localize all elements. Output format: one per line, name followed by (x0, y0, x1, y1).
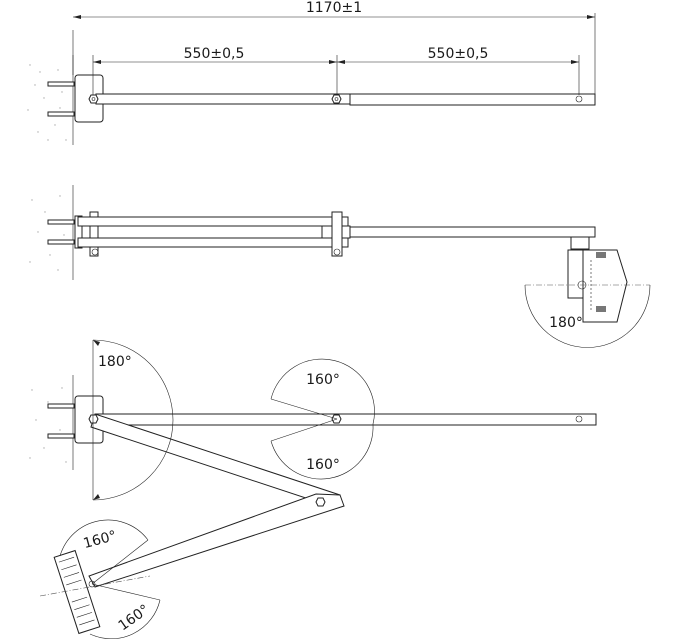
wall-bolt (47, 219, 75, 225)
elbow-clamp (331, 211, 343, 257)
wall-clamp (89, 211, 99, 257)
wall-bracket (74, 215, 83, 249)
arc-elbow-upper (270, 358, 375, 425)
angle-elbow-lower: 160° (306, 457, 340, 473)
view-side: 180° (29, 185, 651, 348)
arm-segment-1-upper (77, 216, 349, 227)
wall-bolt (47, 239, 75, 245)
pivot-folded (315, 497, 326, 507)
arm-segment-2 (349, 93, 596, 106)
view-top-dimensioned: 1170±1 550±0,5 550±0,5 (27, 0, 596, 145)
arm-folded-segment-1 (90, 413, 341, 509)
wall-bolt (47, 111, 75, 117)
dim-segment-2: 550±0,5 (428, 46, 489, 62)
angle-head-rotation: 180° (549, 315, 583, 331)
end-hole (575, 95, 583, 103)
wall-hatch (29, 375, 74, 470)
pivot-wall (88, 414, 99, 424)
arc-head-tilt-upper (59, 519, 149, 557)
pivot-elbow (331, 94, 342, 104)
angle-head-tilt-lower: 160° (116, 602, 153, 634)
wall-bolt (47, 81, 75, 87)
head-mount (570, 236, 590, 250)
angle-elbow-upper: 160° (306, 372, 340, 388)
wall-bolt (47, 403, 75, 409)
arm-folded-segment-2 (88, 493, 345, 588)
dim-total-length: 1170±1 (306, 0, 362, 16)
arc-elbow-lower (270, 423, 374, 480)
wall-bolt (47, 433, 75, 439)
arm-segment-1 (95, 93, 357, 105)
head-grille (58, 556, 95, 626)
arm-segment-1-lower (77, 237, 349, 248)
arc-head-rotation (524, 284, 651, 348)
angle-wall-swing: 180° (98, 354, 132, 370)
dim-segment-1: 550±0,5 (184, 46, 245, 62)
angle-head-tilt-upper: 160° (82, 528, 119, 552)
head-plate (567, 249, 584, 299)
arc-head-tilt-lower (89, 599, 161, 640)
arm-extended (95, 413, 597, 426)
head-panel (53, 549, 101, 635)
wall-hatch (27, 55, 74, 145)
arm-segment-2 (349, 226, 596, 238)
head-bracket (582, 249, 628, 323)
wall-hatch (29, 185, 74, 280)
view-motion-range: 180° 160° 160° 160° 160° (29, 339, 597, 640)
arc-wall-swing (92, 339, 174, 501)
pivot-wall (88, 94, 99, 104)
